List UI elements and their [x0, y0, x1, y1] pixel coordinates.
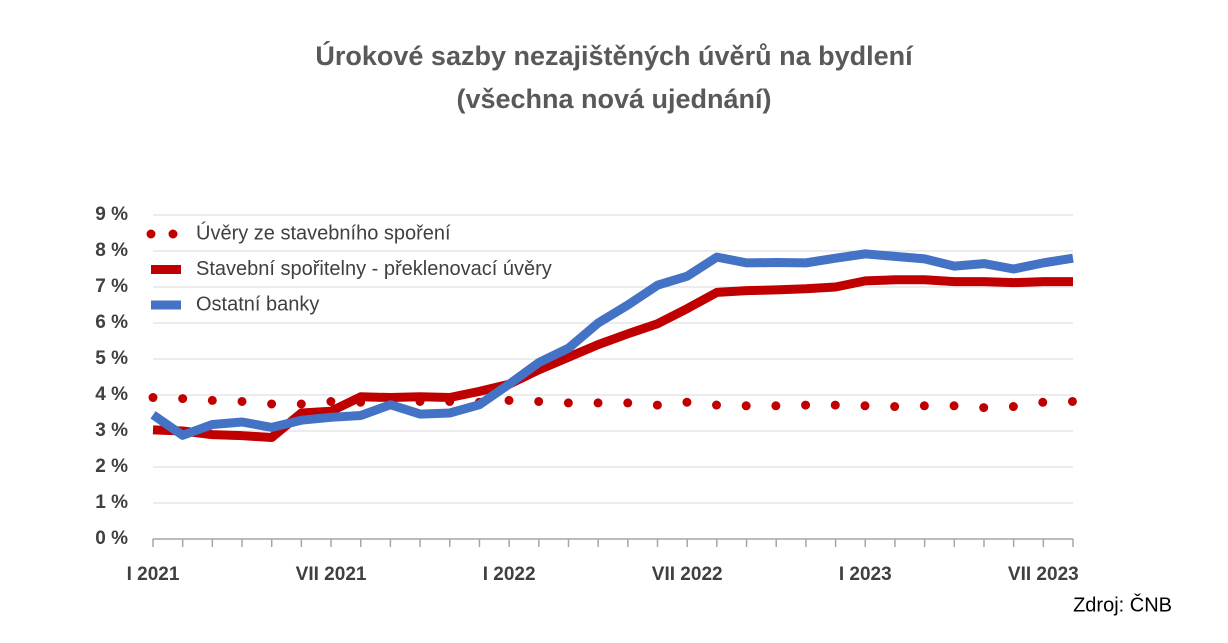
x-tick-label: I 2022 [483, 564, 536, 585]
legend-label: Ostatní banky [196, 293, 319, 315]
y-tick-label: 6 % [95, 312, 128, 333]
series-line [152, 275, 1073, 442]
y-tick-label: 4 % [95, 384, 128, 405]
x-tick-label: VII 2023 [1008, 564, 1079, 585]
y-tick-label: 3 % [95, 420, 128, 441]
legend-label: Stavební spořitelny - překlenovací úvěry [196, 258, 552, 280]
y-tick-label: 8 % [95, 240, 128, 261]
y-tick-label: 7 % [95, 276, 128, 297]
x-tick-label: I 2021 [127, 564, 180, 585]
x-tick-label: VII 2022 [652, 564, 723, 585]
y-tick-label: 1 % [95, 492, 128, 513]
series-line [150, 249, 1074, 440]
x-tick-label: I 2023 [839, 564, 892, 585]
y-tick-label: 5 % [95, 348, 128, 369]
source: Zdroj: ČNB [1073, 593, 1172, 616]
chart-title: Úrokové sazby nezajištěných úvěrů na byd… [315, 40, 914, 71]
chart-subtitle: (všechna nová ujednání) [456, 84, 771, 114]
y-tick-label: 9 % [95, 204, 128, 225]
legend-label: Úvěry ze stavebního spoření [196, 221, 451, 244]
series-line [148, 393, 1078, 413]
y-tick-label: 0 % [95, 528, 128, 549]
y-tick-label: 2 % [95, 456, 128, 477]
x-tick-label: VII 2021 [296, 564, 367, 585]
